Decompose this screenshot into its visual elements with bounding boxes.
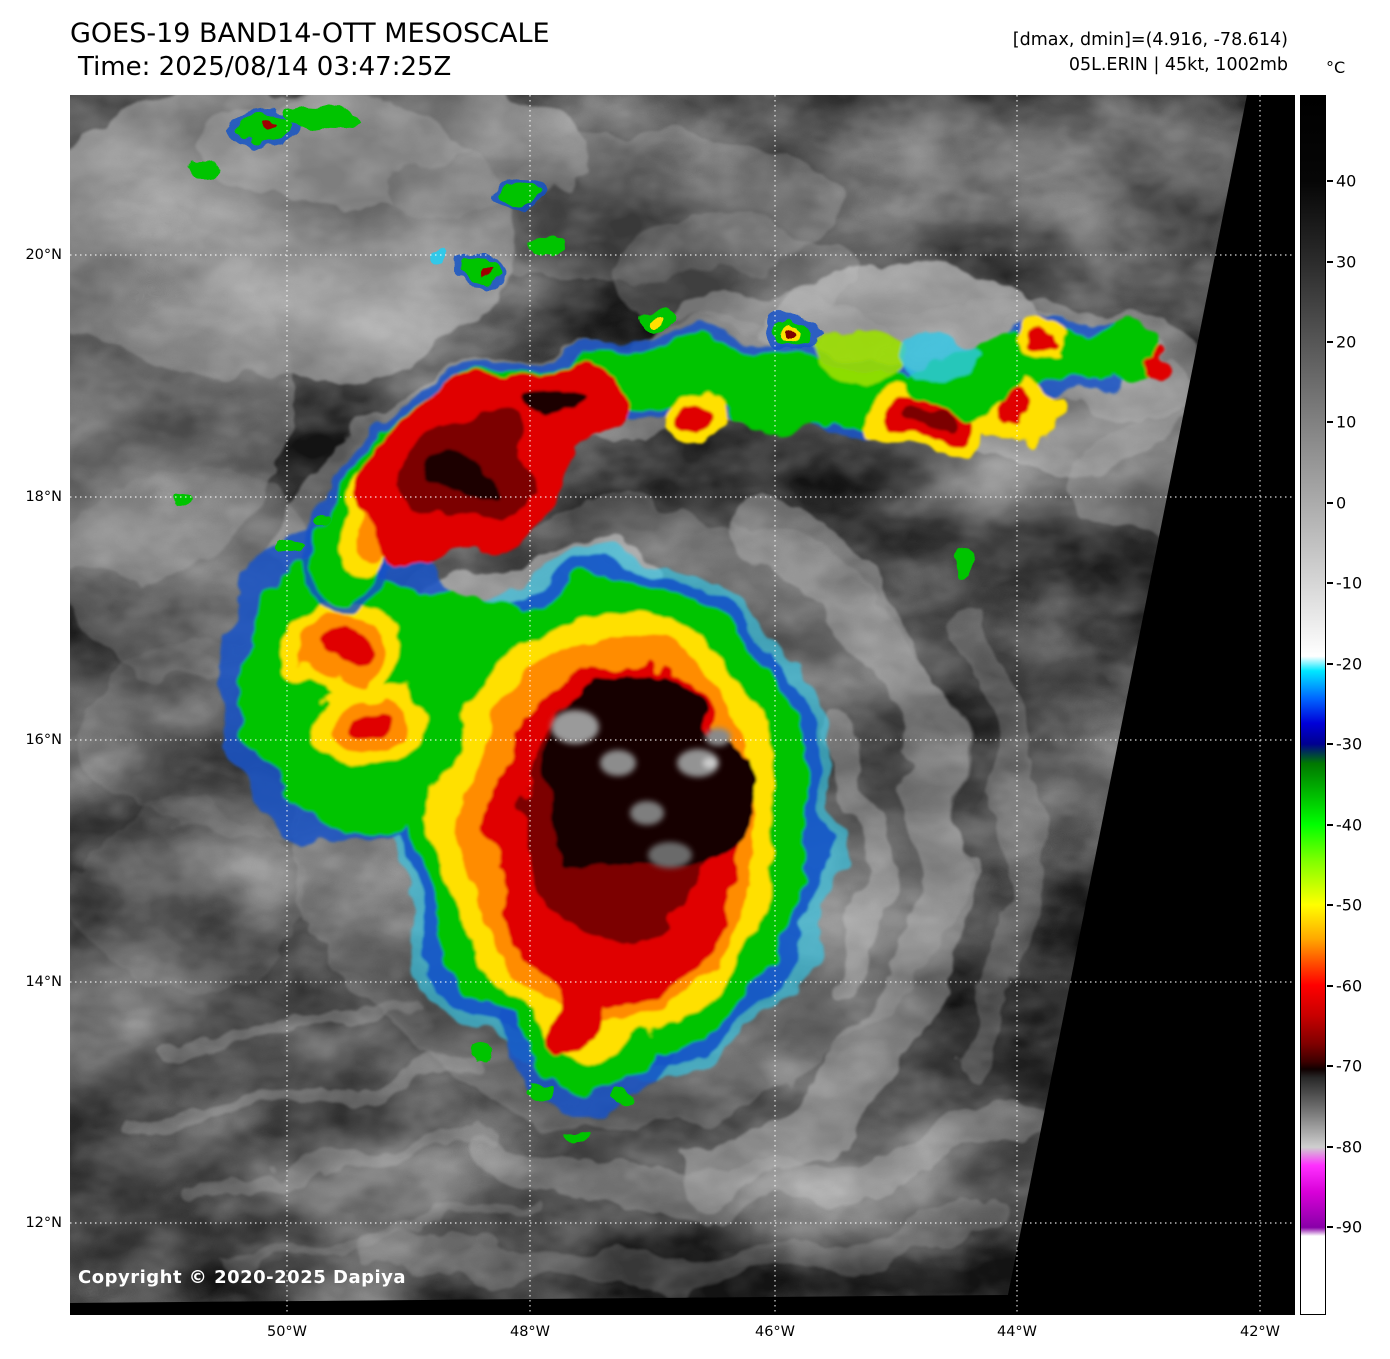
lat-axis-label: 14°N <box>25 974 62 990</box>
storm-info-readout: 05L.ERIN | 45kt, 1002mb <box>1068 55 1288 75</box>
colorbar-tick-label: -90 <box>1336 1217 1363 1237</box>
colorbar-tick <box>1327 1226 1333 1228</box>
colorbar-tick-label: 40 <box>1336 171 1357 191</box>
scan-data-region <box>70 95 1247 1303</box>
colorbar-tick-label: -30 <box>1336 734 1363 754</box>
colorbar-tick-label: 30 <box>1336 252 1357 272</box>
colorbar-tick <box>1327 1065 1333 1067</box>
colorbar-tick-label: -70 <box>1336 1056 1363 1076</box>
colorbar-tick <box>1327 421 1333 423</box>
convection-layer <box>215 320 1172 1110</box>
lat-axis-label: 12°N <box>25 1215 62 1231</box>
colorbar-tick <box>1327 502 1333 504</box>
lon-axis-label: 50°W <box>266 1324 308 1340</box>
colorbar-tick-label: -80 <box>1336 1137 1363 1157</box>
lat-axis-label: 20°N <box>25 247 62 263</box>
colorbar-tick-label: -60 <box>1336 976 1363 996</box>
satellite-imagery <box>70 95 1295 1315</box>
satellite-map-panel: Copyright © 2020-2025 Dapiya <box>70 95 1295 1315</box>
colorbar-tick <box>1327 743 1333 745</box>
colorbar-tick <box>1327 582 1333 584</box>
colorbar-tick <box>1327 663 1333 665</box>
graticule-lines <box>70 95 1295 1315</box>
colorbar-tick <box>1327 985 1333 987</box>
colorbar-tick <box>1327 824 1333 826</box>
product-title: GOES-19 BAND14-OTT MESOSCALE <box>70 18 550 49</box>
colorbar-tick-label: -20 <box>1336 654 1363 674</box>
lat-axis-label: 18°N <box>25 489 62 505</box>
product-timestamp: Time: 2025/08/14 03:47:25Z <box>78 52 452 82</box>
header-right: [dmax, dmin]=(4.916, -78.614) 05L.ERIN |… <box>1013 28 1288 78</box>
copyright-watermark: Copyright © 2020-2025 Dapiya <box>78 1267 407 1288</box>
colorbar-tick <box>1327 180 1333 182</box>
colorbar-unit-label: °C <box>1326 58 1346 77</box>
colorbar-tick-label: -10 <box>1336 573 1363 593</box>
lon-axis-label: 44°W <box>996 1324 1038 1340</box>
colorbar-tick-label: 10 <box>1336 412 1357 432</box>
lat-axis-label: 16°N <box>25 732 62 748</box>
lon-axis-label: 48°W <box>509 1324 551 1340</box>
colorbar-tick-label: 0 <box>1336 493 1347 513</box>
dmax-dmin-readout: [dmax, dmin]=(4.916, -78.614) <box>1012 30 1288 50</box>
core-warm-spots <box>551 710 731 868</box>
colorbar-tick <box>1327 1146 1333 1148</box>
temperature-colorbar <box>1300 95 1326 1315</box>
colorbar-tick-label: -40 <box>1336 815 1363 835</box>
small-cells-layer <box>169 102 973 1144</box>
colorbar-tick-label: 20 <box>1336 332 1357 352</box>
lon-axis-label: 42°W <box>1239 1324 1281 1340</box>
colorbar-tick <box>1327 904 1333 906</box>
lon-axis-label: 46°W <box>754 1324 796 1340</box>
colorbar-tick-label: -50 <box>1336 895 1363 915</box>
colorbar-tick <box>1327 261 1333 263</box>
colorbar-tick <box>1327 341 1333 343</box>
